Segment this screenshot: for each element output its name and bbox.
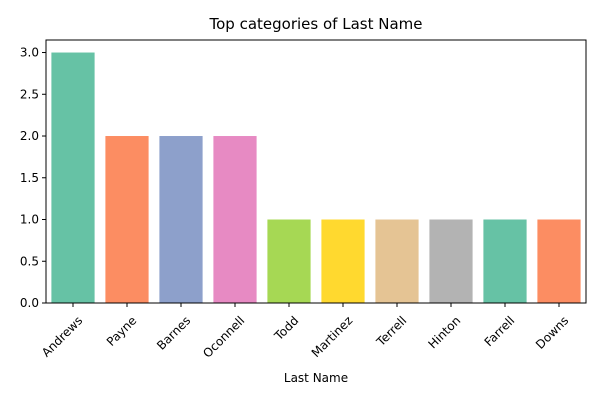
chart-title: Top categories of Last Name [209,15,423,33]
bar-oconnell [213,136,257,303]
y-tick-label: 0.5 [20,254,39,268]
bar-todd [267,219,311,303]
y-tick-label: 2.5 [20,87,39,101]
x-tick-label-downs: Downs [533,313,571,351]
x-tick-label-oconnell: Oconnell [200,313,247,360]
x-axis-label: Last Name [284,371,348,385]
x-tick-label-farrell: Farrell [482,313,518,349]
bar-payne [105,136,149,303]
y-tick-label: 3.0 [20,46,39,60]
bars-group [51,52,581,304]
bar-andrews [51,52,95,304]
x-axis: Andrews Payne Barnes Oconnell Todd Martinez Te… [39,303,571,361]
y-tick-label: 2.0 [20,129,39,143]
bar-downs [537,219,581,303]
bar-martinez [321,219,365,303]
bar-barnes [159,136,203,303]
x-tick-label-martinez: Martinez [309,313,356,360]
y-axis: 0.0 0.5 1.0 1.5 2.0 2.5 3.0 [20,46,46,310]
plot-frame [45,39,587,304]
bar-terrell [375,219,419,303]
y-tick-label: 0.0 [20,296,39,310]
x-tick-label-hinton: Hinton [425,313,463,351]
x-tick-label-andrews: Andrews [39,313,85,359]
x-tick-label-payne: Payne [104,313,139,348]
x-tick-label-barnes: Barnes [154,313,193,352]
bar-farrell [483,219,527,303]
y-tick-label: 1.5 [20,171,39,185]
x-tick-label-terrell: Terrell [373,313,409,349]
bar-hinton [429,219,473,303]
y-tick-label: 1.0 [20,213,39,227]
x-tick-label-todd: Todd [271,313,301,343]
